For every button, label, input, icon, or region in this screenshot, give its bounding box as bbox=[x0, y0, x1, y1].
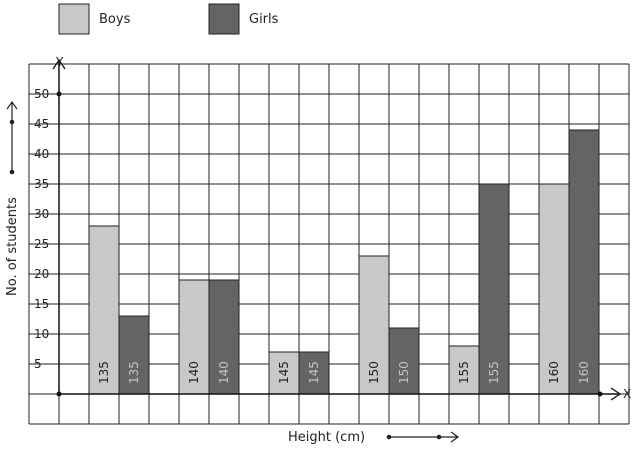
y-tick-label-15: 15 bbox=[34, 297, 49, 311]
y-axis-label: No. of students bbox=[5, 197, 20, 296]
bar-label-girls-145: 145 bbox=[307, 361, 321, 384]
bar-label-boys-145: 145 bbox=[277, 361, 291, 384]
y-tick-label-10: 10 bbox=[34, 327, 49, 341]
origin-dot bbox=[56, 391, 62, 397]
bar-label-boys-150: 150 bbox=[367, 361, 381, 384]
bar-label-boys-155: 155 bbox=[457, 361, 471, 384]
bar-label-girls-155: 155 bbox=[487, 361, 501, 384]
bar-girls-135 bbox=[118, 315, 150, 395]
y-tick-label-30: 30 bbox=[34, 207, 49, 221]
y-tick-label-20: 20 bbox=[34, 267, 49, 281]
y-axis-letter: Y bbox=[55, 55, 64, 69]
bar-label-boys-140: 140 bbox=[187, 361, 201, 384]
x-axis-end-dot bbox=[597, 391, 603, 397]
bar-boys-160 bbox=[538, 183, 570, 395]
bar-boys-155 bbox=[448, 345, 480, 395]
y-tick-label-45: 45 bbox=[34, 117, 49, 131]
bar-label-girls-160: 160 bbox=[577, 361, 591, 384]
chart-bar-labels: 135 135 140 140 145 145 150 150 155 155 160 160 bbox=[97, 361, 591, 384]
y-axis-end-dot bbox=[56, 91, 62, 97]
y-axis-arrowhead bbox=[52, 58, 66, 70]
x-axis-letter: X bbox=[623, 387, 631, 401]
x-axis-arrow-icon bbox=[386, 431, 460, 443]
chart-axes bbox=[52, 58, 622, 401]
bar-girls-155 bbox=[478, 183, 510, 395]
bar-label-boys-160: 160 bbox=[547, 361, 561, 384]
bar-label-boys-135: 135 bbox=[97, 361, 111, 384]
legend-label-girls: Girls bbox=[249, 12, 279, 27]
x-axis-arrowhead bbox=[610, 387, 622, 401]
y-tick-label-50: 50 bbox=[34, 87, 49, 101]
y-tick-label-35: 35 bbox=[34, 177, 49, 191]
legend-swatch-girls bbox=[208, 3, 240, 35]
bar-label-girls-135: 135 bbox=[127, 361, 141, 384]
bar-girls-140 bbox=[208, 279, 240, 395]
bar-girls-160 bbox=[568, 129, 600, 395]
chart-bars bbox=[88, 129, 600, 395]
chart-legend: Boys Girls bbox=[58, 3, 279, 35]
bar-girls-150 bbox=[388, 327, 420, 395]
y-tick-labels: 5 10 15 20 25 30 35 40 45 50 bbox=[34, 87, 49, 371]
legend-label-boys: Boys bbox=[99, 12, 131, 27]
y-tick-label-40: 40 bbox=[34, 147, 49, 161]
bar-label-girls-150: 150 bbox=[397, 361, 411, 384]
legend-swatch-boys bbox=[58, 3, 90, 35]
y-tick-label-25: 25 bbox=[34, 237, 49, 251]
bar-boys-135 bbox=[88, 225, 120, 395]
y-tick-label-5: 5 bbox=[34, 357, 42, 371]
bar-boys-145 bbox=[268, 351, 300, 395]
y-axis-arrow-icon bbox=[6, 100, 18, 175]
x-axis-label: Height (cm) bbox=[288, 430, 365, 445]
bar-label-girls-140: 140 bbox=[217, 361, 231, 384]
